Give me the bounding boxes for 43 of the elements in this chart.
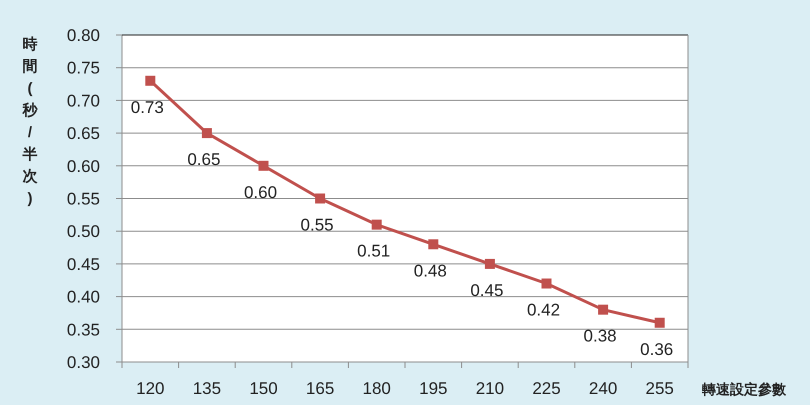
y-tick-label: 0.30 [66,353,100,372]
point [145,76,156,86]
y-tick-label: 0.45 [66,254,100,274]
x-tick-label: 120 [136,379,164,398]
data-label: 0.45 [470,280,504,300]
data-label: 0.73 [130,98,164,117]
data-label: 0.60 [244,182,278,202]
x-tick-label: 225 [532,379,561,398]
x-tick-label: 195 [419,379,448,398]
x-tick-label: 150 [249,379,278,398]
x-axis-title: 轉速設定參數 [701,381,787,397]
y-tick-label: 0.50 [66,222,100,242]
point [258,160,268,171]
x-tick-label: 165 [306,379,334,398]
y-axis-title: 時間(秒/半次) [22,36,38,207]
point [372,220,382,230]
y-tick-label: 0.75 [66,58,100,78]
data-label: 0.36 [640,340,674,359]
x-tick-label: 210 [476,379,504,398]
point [202,128,212,138]
y-tick-label: 0.55 [66,190,100,208]
data-label: 0.42 [526,300,560,320]
point [542,278,552,289]
point [315,194,326,204]
point [428,239,438,250]
point [598,304,608,315]
y-tick-label: 0.80 [66,26,100,45]
x-tick-label: 240 [588,379,618,398]
data-label: 0.38 [584,326,617,346]
y-tick-label: 0.35 [66,320,100,340]
data-label: 0.65 [187,150,220,170]
point [654,318,665,328]
x-tick-label: 180 [362,379,391,398]
y-tick-label: 0.70 [66,91,100,110]
y-tick-label: 0.60 [66,156,100,176]
data-label: 0.51 [357,242,390,261]
point [484,258,495,269]
data-label: 0.48 [414,261,447,280]
y-tick-label: 0.65 [66,124,100,144]
data-label: 0.55 [300,216,334,234]
x-tick-label: 135 [192,379,222,398]
x-tick-label: 255 [646,379,674,398]
y-tick-label: 0.40 [66,288,100,307]
